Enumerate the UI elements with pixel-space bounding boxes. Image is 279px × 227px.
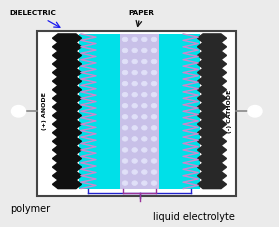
Circle shape	[122, 59, 128, 64]
Circle shape	[151, 148, 157, 152]
Circle shape	[122, 170, 128, 174]
Circle shape	[141, 37, 147, 42]
Circle shape	[151, 70, 157, 75]
Circle shape	[141, 92, 147, 97]
Circle shape	[122, 48, 128, 53]
Circle shape	[122, 81, 128, 86]
Circle shape	[141, 181, 147, 185]
Circle shape	[141, 126, 147, 130]
Circle shape	[132, 59, 138, 64]
Text: DIELECTRIC: DIELECTRIC	[10, 10, 57, 16]
Circle shape	[141, 159, 147, 163]
Polygon shape	[52, 34, 81, 189]
Circle shape	[132, 137, 138, 141]
Text: PAPER: PAPER	[128, 10, 154, 16]
Circle shape	[122, 104, 128, 108]
Circle shape	[132, 181, 138, 185]
Circle shape	[141, 81, 147, 86]
Text: polymer: polymer	[10, 204, 50, 214]
Circle shape	[122, 159, 128, 163]
Circle shape	[12, 106, 25, 117]
Circle shape	[151, 104, 157, 108]
Circle shape	[132, 115, 138, 119]
Circle shape	[151, 48, 157, 53]
Circle shape	[122, 148, 128, 152]
Text: liquid electrolyte: liquid electrolyte	[153, 212, 235, 222]
Circle shape	[122, 70, 128, 75]
Circle shape	[141, 104, 147, 108]
Circle shape	[141, 48, 147, 53]
Circle shape	[122, 137, 128, 141]
Circle shape	[122, 181, 128, 185]
Circle shape	[151, 137, 157, 141]
Circle shape	[122, 37, 128, 42]
Circle shape	[122, 92, 128, 97]
Circle shape	[132, 70, 138, 75]
Polygon shape	[198, 34, 227, 189]
Circle shape	[248, 106, 262, 117]
Text: (+) ANODE: (+) ANODE	[42, 92, 47, 130]
Circle shape	[132, 104, 138, 108]
Circle shape	[151, 37, 157, 42]
Circle shape	[122, 126, 128, 130]
Circle shape	[141, 137, 147, 141]
Circle shape	[122, 115, 128, 119]
Circle shape	[151, 126, 157, 130]
Bar	[37, 31, 236, 196]
Circle shape	[132, 148, 138, 152]
Bar	[79, 34, 200, 189]
Circle shape	[132, 37, 138, 42]
Circle shape	[141, 59, 147, 64]
Circle shape	[151, 181, 157, 185]
Circle shape	[151, 115, 157, 119]
Circle shape	[141, 70, 147, 75]
Circle shape	[132, 159, 138, 163]
Bar	[120, 34, 159, 189]
Text: (-) CATHODE: (-) CATHODE	[227, 90, 232, 133]
Circle shape	[132, 48, 138, 53]
Circle shape	[151, 170, 157, 174]
Circle shape	[132, 126, 138, 130]
Circle shape	[132, 81, 138, 86]
Circle shape	[151, 92, 157, 97]
Circle shape	[141, 148, 147, 152]
Circle shape	[151, 159, 157, 163]
Circle shape	[132, 92, 138, 97]
Circle shape	[132, 170, 138, 174]
Circle shape	[141, 115, 147, 119]
Circle shape	[151, 81, 157, 86]
Circle shape	[151, 59, 157, 64]
Circle shape	[141, 170, 147, 174]
